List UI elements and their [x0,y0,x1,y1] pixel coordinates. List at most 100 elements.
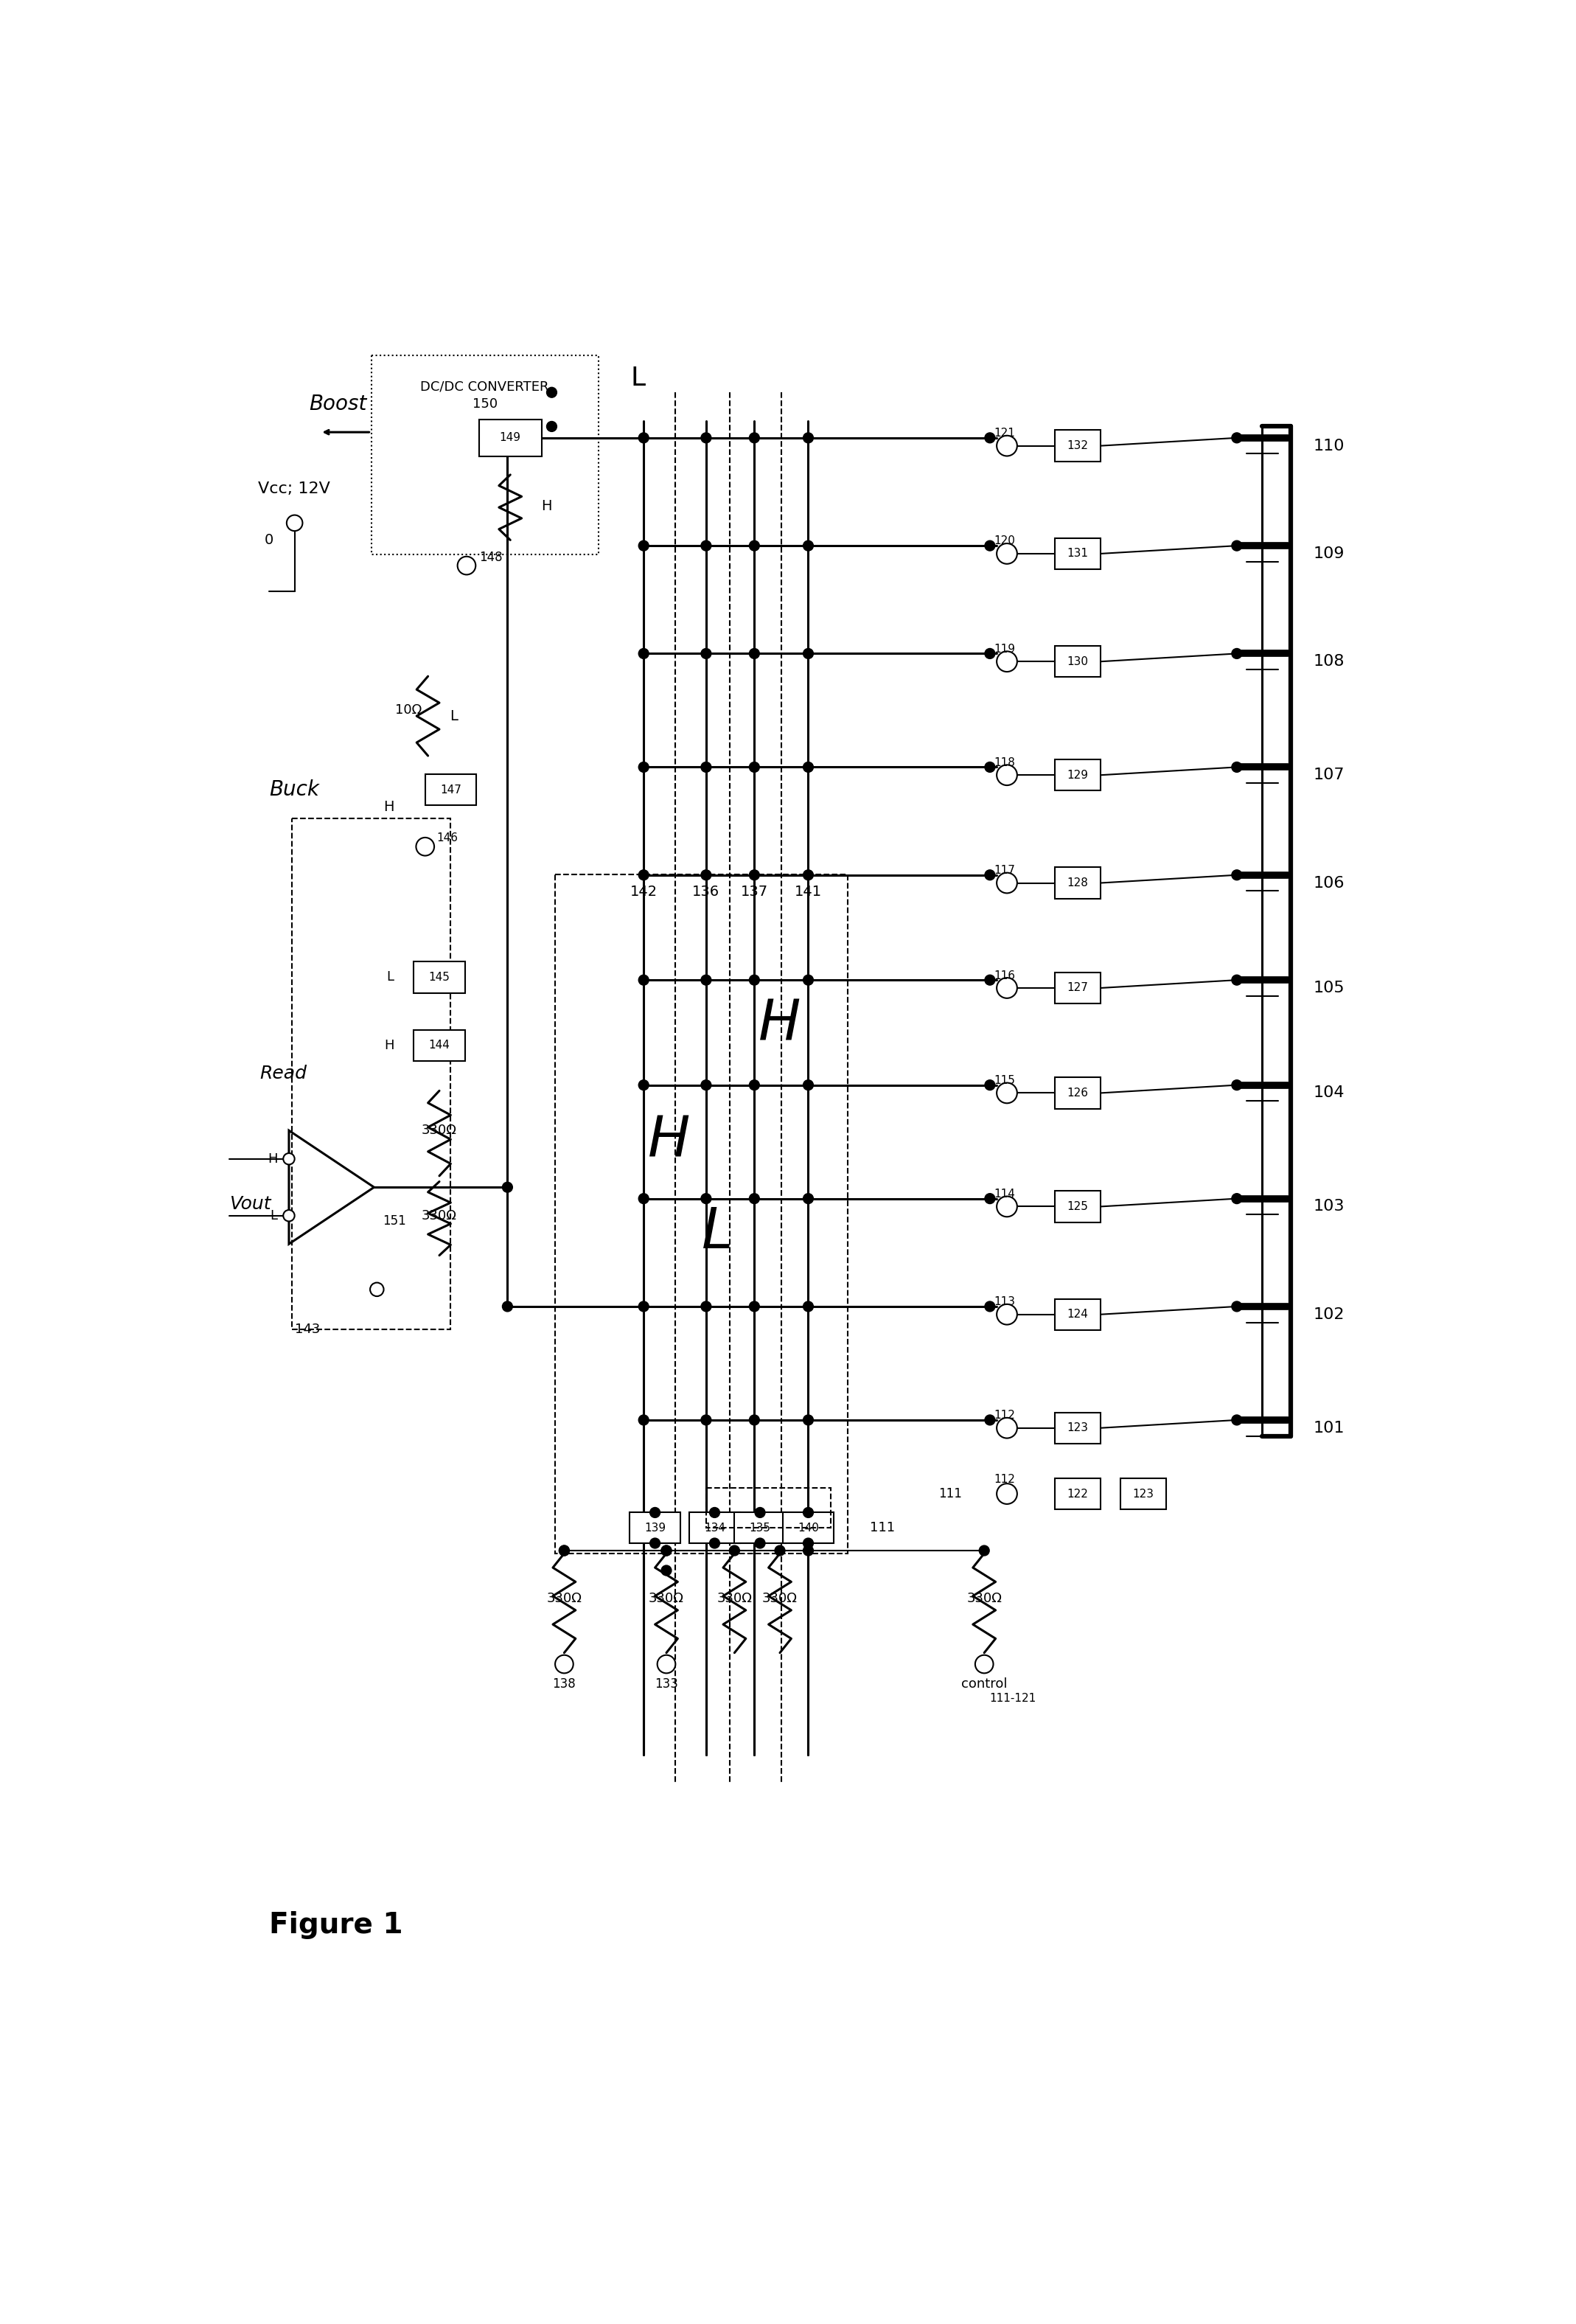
Circle shape [985,1081,994,1090]
Circle shape [370,1283,383,1297]
Circle shape [996,978,1017,999]
Text: 121: 121 [994,428,1015,439]
Text: 129: 129 [1067,769,1089,781]
Text: 106: 106 [1313,876,1344,890]
Bar [1056,1190,1100,1222]
Circle shape [284,1153,295,1164]
Circle shape [701,869,711,881]
Text: 147: 147 [440,783,462,795]
Circle shape [730,1545,739,1555]
Text: 330Ω: 330Ω [966,1592,1002,1606]
Text: 123: 123 [1133,1487,1154,1499]
Text: 134: 134 [704,1522,725,1534]
Bar [1056,430,1100,462]
Text: 144: 144 [429,1039,451,1050]
Circle shape [649,1508,660,1518]
Circle shape [804,869,813,881]
Circle shape [996,1197,1017,1218]
Bar [1056,539,1100,569]
Text: 123: 123 [1067,1422,1089,1434]
Circle shape [804,974,813,985]
Circle shape [701,1081,711,1090]
Circle shape [996,435,1017,456]
Circle shape [503,1183,512,1192]
Circle shape [996,1083,1017,1104]
Text: 119: 119 [994,644,1015,655]
Circle shape [457,555,476,574]
Bar [1056,760,1100,790]
Circle shape [701,432,711,444]
Text: L: L [386,971,394,983]
Text: 143: 143 [295,1322,320,1336]
Circle shape [804,1195,813,1204]
Text: 130: 130 [1067,655,1089,667]
Text: 140: 140 [797,1522,820,1534]
Text: 131: 131 [1067,548,1089,560]
Text: 112: 112 [994,1411,1015,1420]
Text: 132: 132 [1067,439,1089,451]
Text: 330Ω: 330Ω [649,1592,684,1606]
Text: 142: 142 [630,885,657,899]
Text: 133: 133 [654,1678,678,1690]
Text: 139: 139 [645,1522,665,1534]
Circle shape [638,1301,649,1311]
Circle shape [638,541,649,551]
Text: 136: 136 [692,885,720,899]
Circle shape [638,869,649,881]
Text: H: H [268,1153,277,1167]
Text: 137: 137 [741,885,768,899]
Text: H: H [758,999,801,1053]
Circle shape [749,432,760,444]
Circle shape [547,388,556,397]
Text: 125: 125 [1067,1202,1089,1213]
Circle shape [985,974,994,985]
Circle shape [749,1081,760,1090]
Text: 113: 113 [994,1297,1015,1308]
Text: L: L [269,1208,277,1222]
Bar [1056,971,1100,1004]
Circle shape [985,869,994,881]
Circle shape [749,1301,760,1311]
Bar [292,818,451,1329]
Circle shape [1232,1301,1242,1311]
Text: H: H [648,1116,690,1169]
Circle shape [755,1538,764,1548]
Circle shape [638,648,649,658]
Circle shape [985,648,994,658]
Circle shape [709,1538,720,1548]
Circle shape [749,1195,760,1204]
Circle shape [775,1545,785,1555]
Circle shape [1232,432,1242,444]
Text: Read: Read [260,1064,307,1083]
Bar [414,962,465,992]
Circle shape [638,1415,649,1425]
Bar [555,874,848,1552]
Circle shape [804,541,813,551]
Text: 112: 112 [994,1473,1015,1485]
Bar [1056,646,1100,676]
Circle shape [985,762,994,772]
Circle shape [804,762,813,772]
Circle shape [985,1195,994,1204]
Circle shape [749,762,760,772]
Text: 102: 102 [1313,1306,1344,1322]
Circle shape [638,1081,649,1090]
Text: 117: 117 [994,865,1015,876]
Text: H: H [542,500,552,514]
Text: 138: 138 [553,1678,575,1690]
Text: 118: 118 [994,758,1015,769]
Text: 124: 124 [1067,1308,1089,1320]
Circle shape [755,1508,764,1518]
Circle shape [701,541,711,551]
Text: 148: 148 [479,551,503,565]
Text: Vout: Vout [230,1195,271,1213]
Circle shape [638,1195,649,1204]
Text: 145: 145 [429,971,451,983]
Circle shape [662,1566,671,1576]
Text: 107: 107 [1313,767,1344,783]
Circle shape [559,1545,569,1555]
Text: 120: 120 [994,535,1015,546]
Circle shape [662,1545,671,1555]
Text: 115: 115 [994,1076,1015,1085]
Circle shape [749,869,760,881]
